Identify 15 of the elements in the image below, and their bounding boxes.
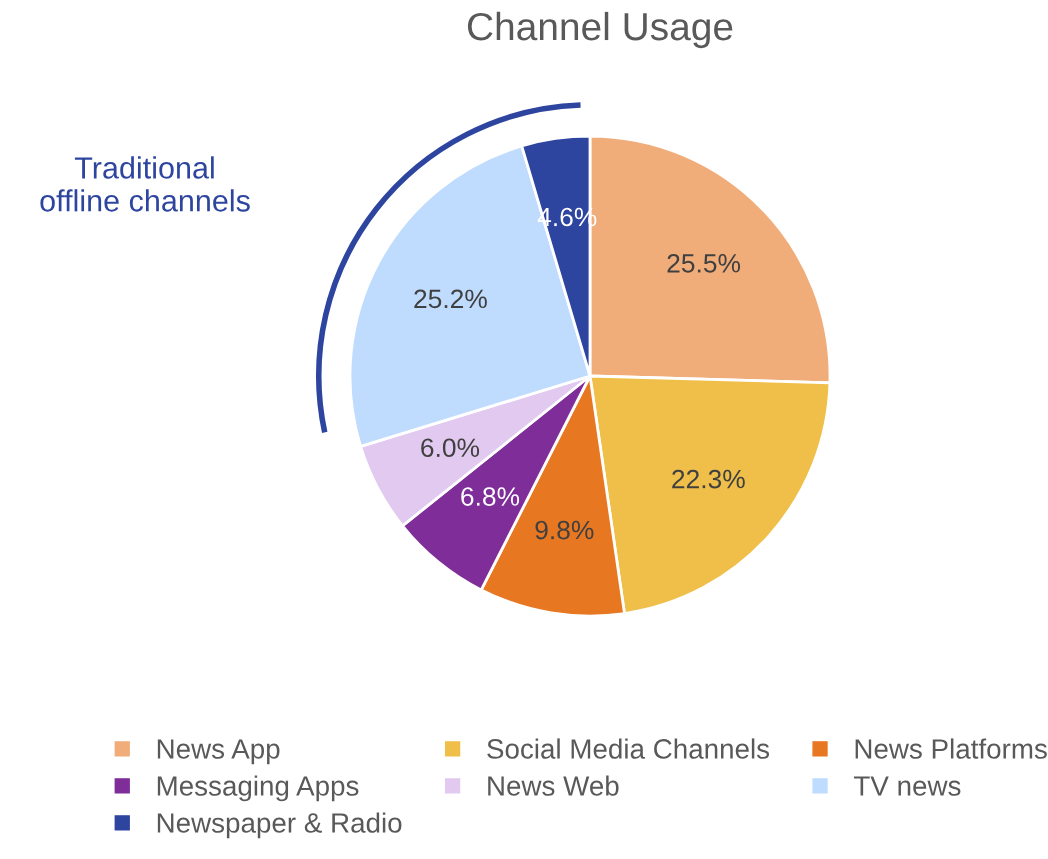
legend-label: TV news xyxy=(854,776,961,796)
data-label: 25.2% xyxy=(414,289,487,309)
legend-label: News Platforms xyxy=(855,738,1047,759)
data-label: 9.8% xyxy=(535,520,594,540)
legend-label: Social Media Channels xyxy=(487,738,770,759)
legend-label: News Web xyxy=(488,775,619,796)
legend-label: News App xyxy=(157,739,280,765)
data-label: 25.5% xyxy=(667,253,741,273)
chart-title: Channel Usage xyxy=(467,11,733,49)
legend-label: Messaging Apps xyxy=(157,775,359,802)
data-label: 22.3% xyxy=(672,469,745,489)
data-label: 6.8% xyxy=(461,487,520,506)
text: Traditional offline channels xyxy=(40,156,250,212)
legend-label: Newspaper & Radio xyxy=(157,812,402,839)
data-label: 6.0% xyxy=(421,438,480,458)
